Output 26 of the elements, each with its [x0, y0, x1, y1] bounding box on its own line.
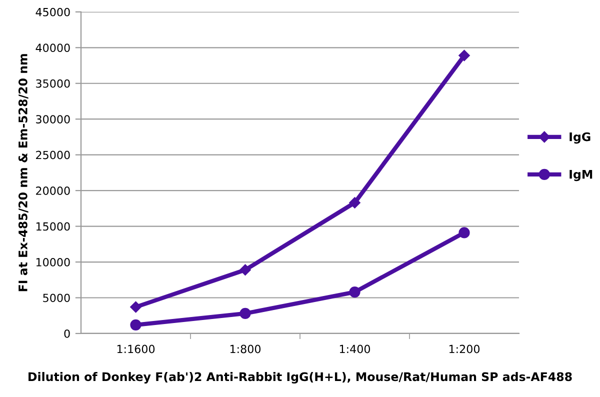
- legend-label: IgG: [570, 132, 590, 144]
- legend-label: IgM: [570, 170, 592, 182]
- point: [240, 308, 251, 320]
- x-tick-label: 1:800: [230, 344, 261, 354]
- point: [130, 301, 142, 313]
- y-tick-label: 15000: [36, 222, 70, 231]
- y-tick-label: 45000: [36, 8, 70, 16]
- point: [458, 227, 470, 238]
- x-tick-label: 1:1600: [117, 344, 155, 354]
- y-tick-label: 35000: [36, 79, 70, 88]
- point: [458, 50, 470, 62]
- point: [130, 319, 142, 330]
- point: [349, 197, 360, 208]
- y-tick-label: 10000: [36, 258, 70, 266]
- y-tick-label: 25000: [36, 150, 70, 160]
- y-tick-label: 20000: [36, 186, 70, 195]
- y-tick-label: 0: [64, 329, 70, 338]
- y-tick-label: 5000: [43, 294, 70, 302]
- x-axis-title: Dilution of Donkey F(ab')2 Anti-Rabbit IgG(H+L), Mouse/Rat/Human SP ads-AF488: [28, 372, 572, 384]
- x-tick-label: 1:200: [449, 344, 480, 354]
- point: [240, 264, 251, 276]
- point: [349, 286, 360, 298]
- x-tick-label: 1:400: [340, 344, 370, 354]
- y-tick-label: 30000: [36, 115, 70, 124]
- y-axis-title: FI at Ex-485/20 nm & Em-528/20 nm: [18, 54, 28, 292]
- y-tick-label: 40000: [36, 44, 70, 52]
